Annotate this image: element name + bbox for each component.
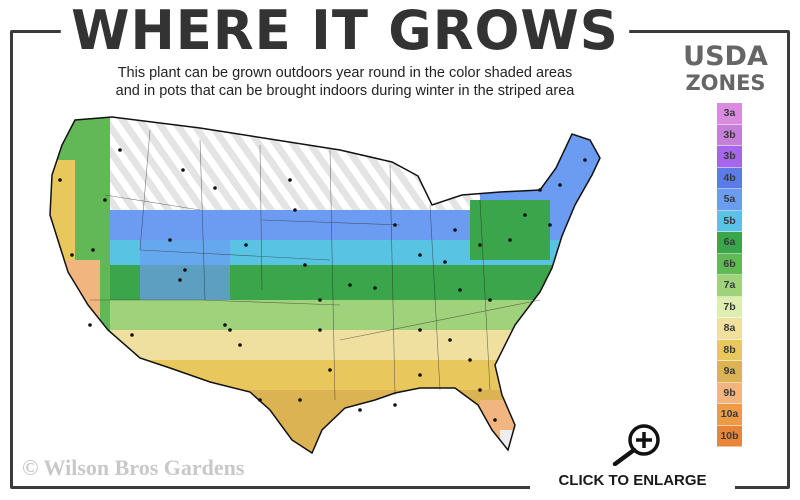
state-borders: [90, 129, 541, 401]
city-dot: [178, 278, 182, 282]
city-dot: [318, 328, 322, 332]
legend-zone-4b: 4b: [717, 167, 742, 189]
legend-zone-3b: 3b: [717, 124, 742, 146]
city-dot: [348, 283, 352, 287]
zone-legend: 3a 3b 3b 4b 5a 5b 6a 6b 7a 7b 8a 8b 9a 9b 10a 10b: [717, 103, 742, 447]
city-dot: [418, 373, 422, 377]
city-dot: [458, 288, 462, 292]
legend-zone-10b: 10b: [717, 425, 742, 447]
city-dot: [393, 223, 397, 227]
city-dot: [91, 248, 95, 252]
city-dot: [558, 183, 562, 187]
city-dot: [88, 323, 92, 327]
legend-zone-5a: 5a: [717, 189, 742, 211]
legend-zone-10a: 10a: [717, 404, 742, 426]
city-dot: [478, 243, 482, 247]
city-dot: [181, 168, 185, 172]
subtitle-line-2: and in pots that can be brought indoors …: [115, 83, 575, 99]
click-to-enlarge-button[interactable]: CLICK TO ENLARGE: [530, 466, 735, 496]
legend-zone-8a: 8a: [717, 318, 742, 340]
city-dot: [508, 238, 512, 242]
city-dot: [183, 268, 187, 272]
city-dot: [118, 148, 122, 152]
city-dot: [583, 158, 587, 162]
city-dot: [548, 223, 552, 227]
page-title: WHERE IT GROWS: [60, 2, 630, 60]
city-dot: [538, 188, 542, 192]
city-dot: [168, 238, 172, 242]
city-dot: [303, 263, 307, 267]
legend-zone-9a: 9a: [717, 361, 742, 383]
city-dot: [293, 208, 297, 212]
subtitle: This plant can be grown outdoors year ro…: [40, 64, 650, 100]
city-dot: [393, 403, 397, 407]
city-dot: [523, 213, 527, 217]
city-dot: [448, 338, 452, 342]
city-dot: [468, 358, 472, 362]
city-dot: [288, 178, 292, 182]
legend-title: USDA ZONES: [668, 42, 783, 94]
city-dot: [228, 328, 232, 332]
legend-title-line-2: ZONES: [685, 71, 766, 95]
legend-zone-3b: 3b: [717, 146, 742, 168]
city-dot: [328, 368, 332, 372]
city-dot: [358, 408, 362, 412]
city-dot: [244, 243, 248, 247]
legend-zone-3a: 3a: [717, 103, 742, 125]
city-dot: [488, 298, 492, 302]
city-dot: [453, 228, 457, 232]
city-dot: [103, 198, 107, 202]
city-dot: [223, 323, 227, 327]
city-dots: [58, 148, 587, 422]
legend-zone-6a: 6a: [717, 232, 742, 254]
legend-zone-8b: 8b: [717, 339, 742, 361]
us-outline: [49, 116, 601, 455]
city-dot: [318, 298, 322, 302]
city-dot: [478, 388, 482, 392]
legend-title-line-1: USDA: [683, 41, 768, 72]
zoom-in-magnifier-icon[interactable]: [605, 420, 667, 468]
city-dot: [443, 260, 447, 264]
city-dot: [418, 253, 422, 257]
city-dot: [298, 398, 302, 402]
city-dot: [418, 328, 422, 332]
subtitle-line-1: This plant can be grown outdoors year ro…: [117, 65, 573, 81]
city-dot: [493, 418, 497, 422]
legend-zone-9b: 9b: [717, 382, 742, 404]
legend-zone-7a: 7a: [717, 275, 742, 297]
city-dot: [373, 286, 377, 290]
city-dot: [238, 343, 242, 347]
copyright-watermark: © Wilson Bros Gardens: [22, 455, 245, 480]
legend-zone-7b: 7b: [717, 296, 742, 318]
city-dot: [58, 178, 62, 182]
city-dot: [130, 333, 134, 337]
legend-zone-5b: 5b: [717, 210, 742, 232]
legend-zone-6b: 6b: [717, 253, 742, 275]
city-dot: [70, 253, 74, 257]
city-dot: [258, 398, 262, 402]
city-dot: [213, 186, 217, 190]
